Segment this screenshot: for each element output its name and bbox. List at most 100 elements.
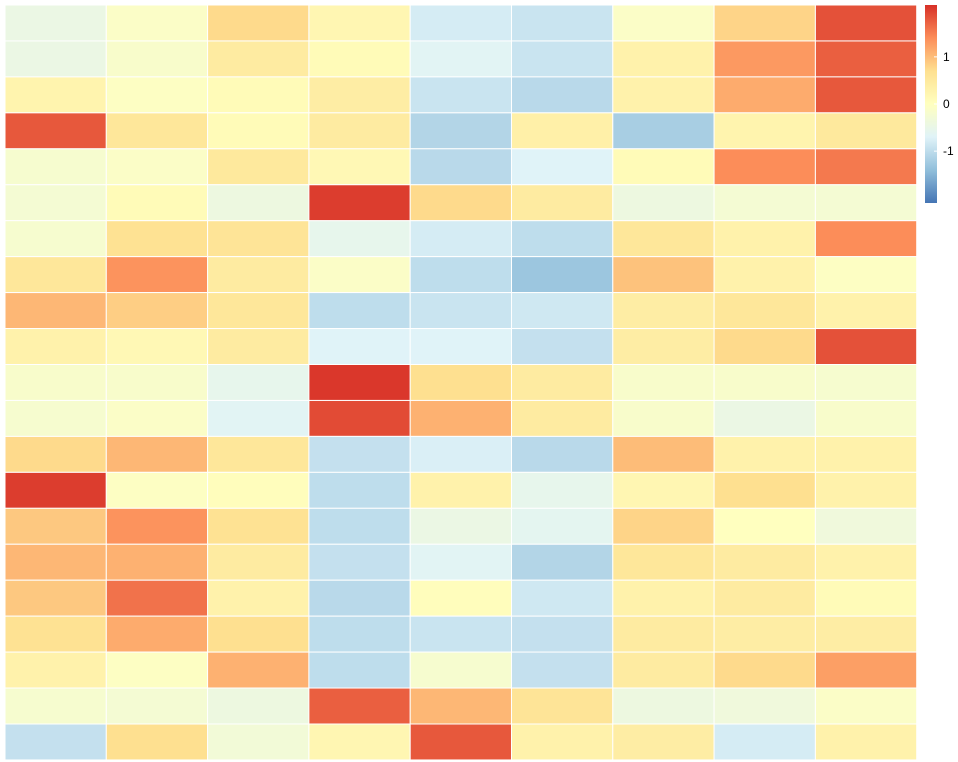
heatmap-cell xyxy=(207,76,310,114)
heatmap-cell xyxy=(105,4,209,42)
heatmap-cell xyxy=(409,651,513,689)
heatmap-cell xyxy=(308,112,411,150)
heatmap-cell xyxy=(4,399,107,437)
heatmap-cell xyxy=(308,220,411,258)
heatmap-cell xyxy=(105,40,209,78)
heatmap-cell xyxy=(814,40,918,78)
heatmap-cell xyxy=(713,687,816,725)
heatmap-cell xyxy=(105,543,209,581)
heatmap-cell xyxy=(105,723,209,761)
heatmap-cell xyxy=(814,615,918,653)
heatmap-cell xyxy=(612,687,715,725)
heatmap-cell xyxy=(207,328,310,365)
heatmap-cell xyxy=(511,687,614,725)
heatmap-cell xyxy=(409,4,513,42)
heatmap-cell xyxy=(814,579,918,617)
heatmap-cell xyxy=(713,435,816,473)
heatmap-cell xyxy=(511,364,614,401)
heatmap-cell xyxy=(814,364,918,401)
heatmap-cell xyxy=(814,112,918,150)
heatmap-cell xyxy=(612,399,715,437)
heatmap-cell xyxy=(207,148,310,186)
heatmap-cell xyxy=(308,471,411,509)
heatmap-cell xyxy=(207,399,310,437)
heatmap-cell xyxy=(713,579,816,617)
heatmap-cell xyxy=(409,328,513,365)
heatmap-cell xyxy=(511,507,614,545)
heatmap-cell xyxy=(409,112,513,150)
heatmap-cell xyxy=(409,292,513,330)
heatmap-cell xyxy=(713,112,816,150)
heatmap-cell xyxy=(4,220,107,258)
heatmap-cell xyxy=(713,615,816,653)
heatmap-cell xyxy=(511,4,614,42)
heatmap-cell xyxy=(207,543,310,581)
heatmap-cell xyxy=(713,507,816,545)
heatmap-cell xyxy=(409,184,513,222)
heatmap-cell xyxy=(409,40,513,78)
heatmap-cell xyxy=(814,292,918,330)
heatmap-cell xyxy=(511,328,614,365)
heatmap-cell xyxy=(105,399,209,437)
heatmap-cell xyxy=(814,184,918,222)
heatmap-cell xyxy=(207,364,310,401)
heatmap-cell xyxy=(814,723,918,761)
heatmap-cell xyxy=(814,507,918,545)
heatmap-cell xyxy=(308,328,411,365)
heatmap-cell xyxy=(207,184,310,222)
heatmap-cell xyxy=(612,615,715,653)
colorbar-ticks: 1 0 -1 xyxy=(934,50,954,158)
heatmap-cell xyxy=(308,256,411,294)
heatmap-cell xyxy=(105,76,209,114)
heatmap-cell xyxy=(207,435,310,473)
heatmap-cell xyxy=(105,615,209,653)
heatmap-cell xyxy=(409,471,513,509)
heatmap-cell xyxy=(207,256,310,294)
heatmap-cell xyxy=(207,507,310,545)
colorbar-gradient xyxy=(925,5,937,203)
heatmap-cell xyxy=(105,364,209,401)
heatmap-cell xyxy=(105,256,209,294)
heatmap-cell xyxy=(713,328,816,365)
heatmap-cell xyxy=(612,579,715,617)
heatmap-cell xyxy=(409,723,513,761)
heatmap-cell xyxy=(308,76,411,114)
heatmap-cell xyxy=(814,328,918,365)
heatmap-cell xyxy=(612,76,715,114)
heatmap-cell xyxy=(4,723,107,761)
heatmap-cell xyxy=(207,220,310,258)
heatmap-cell xyxy=(814,76,918,114)
heatmap-cell xyxy=(409,687,513,725)
heatmap-cell xyxy=(612,148,715,186)
heatmap-cell xyxy=(409,256,513,294)
heatmap-cell xyxy=(308,4,411,42)
heatmap-cell xyxy=(511,220,614,258)
heatmap-cell xyxy=(409,399,513,437)
heatmap-cell xyxy=(308,579,411,617)
heatmap-cell xyxy=(511,723,614,761)
heatmap-cell xyxy=(713,76,816,114)
heatmap-cell xyxy=(713,220,816,258)
heatmap-cell xyxy=(612,723,715,761)
heatmap-cell xyxy=(409,507,513,545)
heatmap-cell xyxy=(4,148,107,186)
heatmap-cell xyxy=(713,256,816,294)
heatmap-cell xyxy=(207,40,310,78)
heatmap-cell xyxy=(4,471,107,509)
colorbar-legend: 1 0 -1 xyxy=(925,5,954,203)
heatmap-cell xyxy=(207,615,310,653)
heatmap-cell xyxy=(814,148,918,186)
heatmap-cell xyxy=(105,471,209,509)
heatmap-cell xyxy=(511,40,614,78)
heatmap-cell xyxy=(105,435,209,473)
heatmap-cell xyxy=(409,579,513,617)
heatmap-cell xyxy=(4,579,107,617)
heatmap-cell xyxy=(308,435,411,473)
heatmap-cell xyxy=(207,4,310,42)
heatmap-cell xyxy=(409,615,513,653)
heatmap-cell xyxy=(409,543,513,581)
heatmap-cell xyxy=(308,399,411,437)
heatmap-cell xyxy=(105,184,209,222)
heatmap-cell xyxy=(207,579,310,617)
